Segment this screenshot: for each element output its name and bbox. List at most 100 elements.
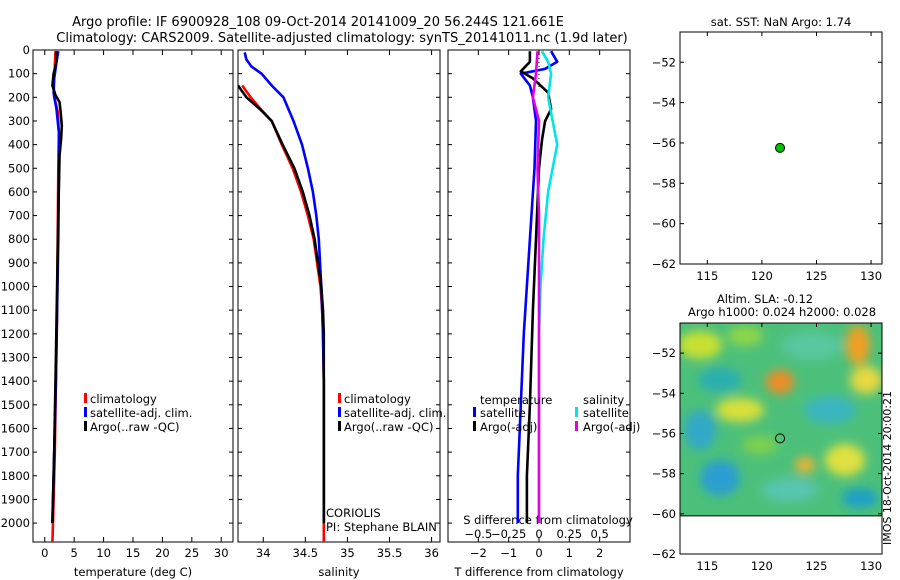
y-tick-label: 900 [8,256,30,270]
series-line-salinity-satellite [537,50,559,524]
map-y-tick-label: −56 [652,136,676,150]
legend-label-satellite: satellite-adj. clim. [90,406,192,420]
legend-swatch-satellite [338,407,341,417]
x-tick-label: −2 [470,546,487,560]
legend-swatch-sal-argo [575,421,578,431]
y-tick-label: 200 [8,90,30,104]
map-y-tick-label: −52 [652,346,676,360]
imos-timestamp: IMOS 18-Oct-2014 20:00:21 [881,391,894,545]
legend-label-climatology: climatology [90,392,157,406]
map-x-tick-label: 120 [751,269,773,283]
x-tick-label: 30 [214,546,229,560]
map-x-tick-label: 125 [806,269,828,283]
series-group [238,52,326,542]
x-tick-label: 2 [596,546,603,560]
argo-location-marker [775,142,786,153]
difference-legend: temperature satellite Argo(-adj) salinit… [473,393,640,434]
y-tick-label: 1800 [1,469,30,483]
y-tick-label: 100 [8,67,30,81]
map-x-tick-label: 115 [696,269,718,283]
map-x-tick-label: 125 [806,559,828,573]
secondary-x-tick-label: −0.25 [491,527,526,541]
map-x-tick-label: 130 [860,559,882,573]
legend-swatch-temp-argo [473,421,476,431]
map-x-tick-label: 115 [696,559,718,573]
x-tick-label: 25 [185,546,200,560]
legend-label-sal-argo: Argo(-adj) [583,420,640,434]
sla-heatmap [680,323,882,517]
map-y-tick-label: −56 [652,426,676,440]
legend-label-sal-satellite: satellite [583,406,629,420]
secondary-x-tick-label: 0 [535,527,542,541]
y-tick-label: 800 [8,232,30,246]
map-x-tick-label: 130 [860,269,882,283]
y-tick-label: 1400 [1,374,30,388]
legend-label-temp-argo: Argo(-adj) [480,420,537,434]
y-tick-label: 1300 [1,351,30,365]
map-y-tick-label: −58 [652,467,676,481]
legend-label-argo: Argo(..raw -QC) [344,420,434,434]
y-tick-label: 1900 [1,492,30,506]
secondary-x-tick-label: 0.5 [591,527,609,541]
x-tick-label: 34.5 [293,546,319,560]
y-tick-label: 600 [8,185,30,199]
figure-title-line1: Argo profile: IF 6900928_108 09-Oct-2014… [72,15,564,30]
sla-map-title-line1: Altim. SLA: -0.12 [717,292,813,306]
secondary-x-axis-label: S difference from climatology [463,513,633,527]
legend-heading-temperature: temperature [480,393,552,407]
y-tick-label: 1600 [1,421,30,435]
map-x-tick-label: 120 [751,559,773,573]
legend-swatch-sal-satellite [575,407,578,417]
y-tick-label: 300 [8,114,30,128]
legend-label-satellite: satellite-adj. clim. [344,406,446,420]
map-y-tick-label: −62 [652,257,676,271]
y-tick-label: 1100 [1,303,30,317]
x-tick-label: 10 [96,546,111,560]
x-tick-label: 34 [256,546,271,560]
y-tick-label: 2000 [1,516,30,530]
x-tick-label: 0 [41,546,48,560]
series-line-temperature-argo-adj- [519,51,553,524]
series-line-satellite-adj-clim- [243,52,326,524]
map-y-tick-label: −58 [652,176,676,190]
x-tick-label: 20 [155,546,170,560]
x-tick-label: 5 [71,546,78,560]
y-tick-label: 500 [8,161,30,175]
legend-swatch-temp-satellite [473,407,476,417]
pi-label: PI: Stephane BLAIN [326,520,437,534]
series-line-argo-raw-qc- [238,84,326,524]
sla-map-frame [679,322,883,555]
argo-location-marker [775,433,786,444]
map-y-tick-label: −54 [652,386,676,400]
x-tick-label: −1 [500,546,517,560]
y-tick-label: 1700 [1,445,30,459]
legend-heading-salinity: salinity [583,393,624,407]
sla-map-title-line2: Argo h1000: 0.024 h2000: 0.028 [688,305,876,319]
x-axis-label: temperature (deg C) [74,565,192,579]
map-y-tick-label: −62 [652,547,676,561]
salinity-legend: climatology satellite-adj. clim. Argo(..… [338,392,446,434]
secondary-x-tick-label: 0.25 [557,527,583,541]
sst-map-title: sat. SST: NaN Argo: 1.74 [711,15,852,29]
y-tick-label: 400 [8,138,30,152]
y-tick-label: 1500 [1,398,30,412]
secondary-x-tick-label: −0.5 [464,527,492,541]
map-y-tick-label: −54 [652,96,676,110]
temperature-panel-frame [32,49,234,543]
series-line-climatology [241,84,326,542]
series-line-argo-raw-qc- [51,51,64,524]
x-tick-label: 35 [340,546,355,560]
legend-swatch-climatology [338,393,341,403]
x-tick-label: 36 [424,546,439,560]
legend-label-temp-satellite: satellite [480,406,526,420]
legend-swatch-climatology [84,393,87,403]
x-axis-label: salinity [318,565,359,579]
series-group [516,50,559,524]
map-y-tick-label: −60 [652,507,676,521]
no-data-region [680,515,882,554]
figure-title-line2: Climatology: CARS2009. Satellite-adjuste… [56,31,628,46]
sst-map-frame [679,31,883,265]
y-tick-label: 700 [8,209,30,223]
data-layer [51,50,882,554]
